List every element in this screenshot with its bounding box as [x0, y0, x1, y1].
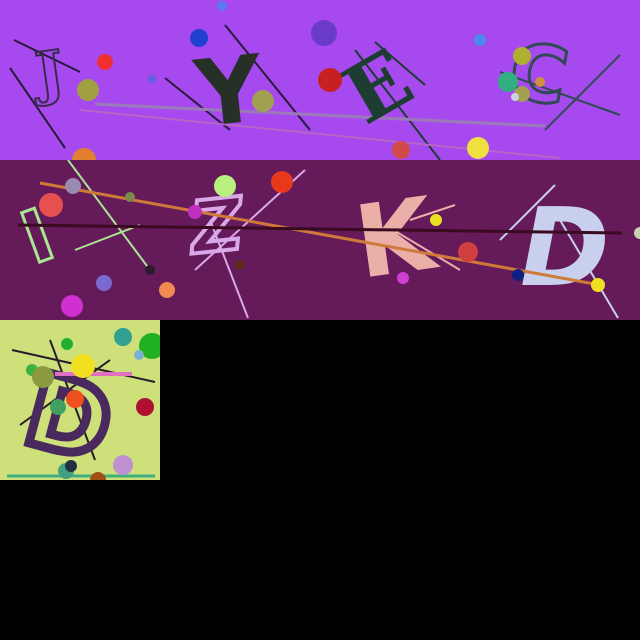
- noise-dot: [512, 269, 524, 281]
- noise-line: [409, 204, 456, 221]
- noise-dot: [214, 175, 236, 197]
- noise-dot: [190, 29, 208, 47]
- noise-dot: [39, 193, 63, 217]
- noise-dot: [66, 390, 84, 408]
- captcha-panel-small: D: [0, 320, 160, 480]
- noise-line: [67, 160, 151, 271]
- noise-line: [354, 49, 441, 160]
- noise-dot: [97, 54, 113, 70]
- noise-line: [13, 39, 81, 73]
- noise-dot: [50, 399, 66, 415]
- noise-dot: [513, 47, 531, 65]
- noise-dot: [61, 338, 73, 350]
- noise-line: [559, 219, 619, 319]
- noise-dot: [430, 214, 442, 226]
- noise-dot: [134, 350, 144, 360]
- noise-dot: [96, 275, 112, 291]
- captcha-letter: Y: [189, 35, 269, 149]
- noise-line: [17, 223, 623, 235]
- noise-dot: [392, 141, 410, 159]
- noise-dot: [32, 366, 54, 388]
- noise-line: [94, 102, 546, 128]
- noise-dot: [139, 333, 160, 359]
- noise-dot: [61, 295, 83, 317]
- noise-line: [384, 224, 461, 271]
- noise-dot: [271, 171, 293, 193]
- captcha-panel-top: J Y E C: [0, 0, 640, 160]
- noise-line: [19, 359, 111, 426]
- noise-dot: [535, 77, 545, 87]
- noise-dot: [235, 260, 245, 270]
- noise-dot: [467, 137, 489, 159]
- noise-dot: [252, 90, 274, 112]
- noise-line: [374, 41, 426, 86]
- noise-line: [74, 224, 141, 251]
- noise-dot: [591, 278, 605, 292]
- noise-dot: [318, 68, 342, 92]
- noise-dot: [65, 178, 81, 194]
- captcha-panel-middle: I Z K D: [0, 160, 640, 320]
- noise-dot: [474, 34, 486, 46]
- noise-dot: [188, 205, 202, 219]
- noise-dot: [159, 282, 175, 298]
- noise-dot: [511, 93, 519, 101]
- captcha-letter: D: [520, 186, 610, 311]
- noise-dot: [634, 227, 640, 239]
- noise-line: [164, 77, 231, 131]
- noise-dot: [125, 192, 135, 202]
- noise-dot: [311, 20, 337, 46]
- noise-dot: [136, 398, 154, 416]
- noise-dot: [71, 354, 95, 378]
- noise-dot: [397, 272, 409, 284]
- panel-middle-canvas: I Z K D: [0, 160, 640, 320]
- noise-line: [209, 219, 249, 319]
- panel-small-canvas: D: [0, 320, 160, 480]
- noise-dot: [77, 79, 99, 101]
- noise-dot: [148, 75, 156, 83]
- panel-middle-background: [0, 160, 640, 320]
- noise-dot: [498, 72, 518, 92]
- noise-dot: [65, 460, 77, 472]
- panel-top-canvas: J Y E C: [0, 0, 640, 160]
- noise-dot: [458, 242, 478, 262]
- noise-dot: [72, 148, 96, 160]
- noise-dot: [145, 265, 155, 275]
- noise-line: [499, 71, 621, 116]
- noise-dot: [217, 1, 227, 11]
- noise-dot: [114, 328, 132, 346]
- noise-line: [544, 54, 621, 131]
- noise-line: [9, 67, 66, 149]
- noise-dot: [113, 455, 133, 475]
- noise-dot: [90, 472, 106, 480]
